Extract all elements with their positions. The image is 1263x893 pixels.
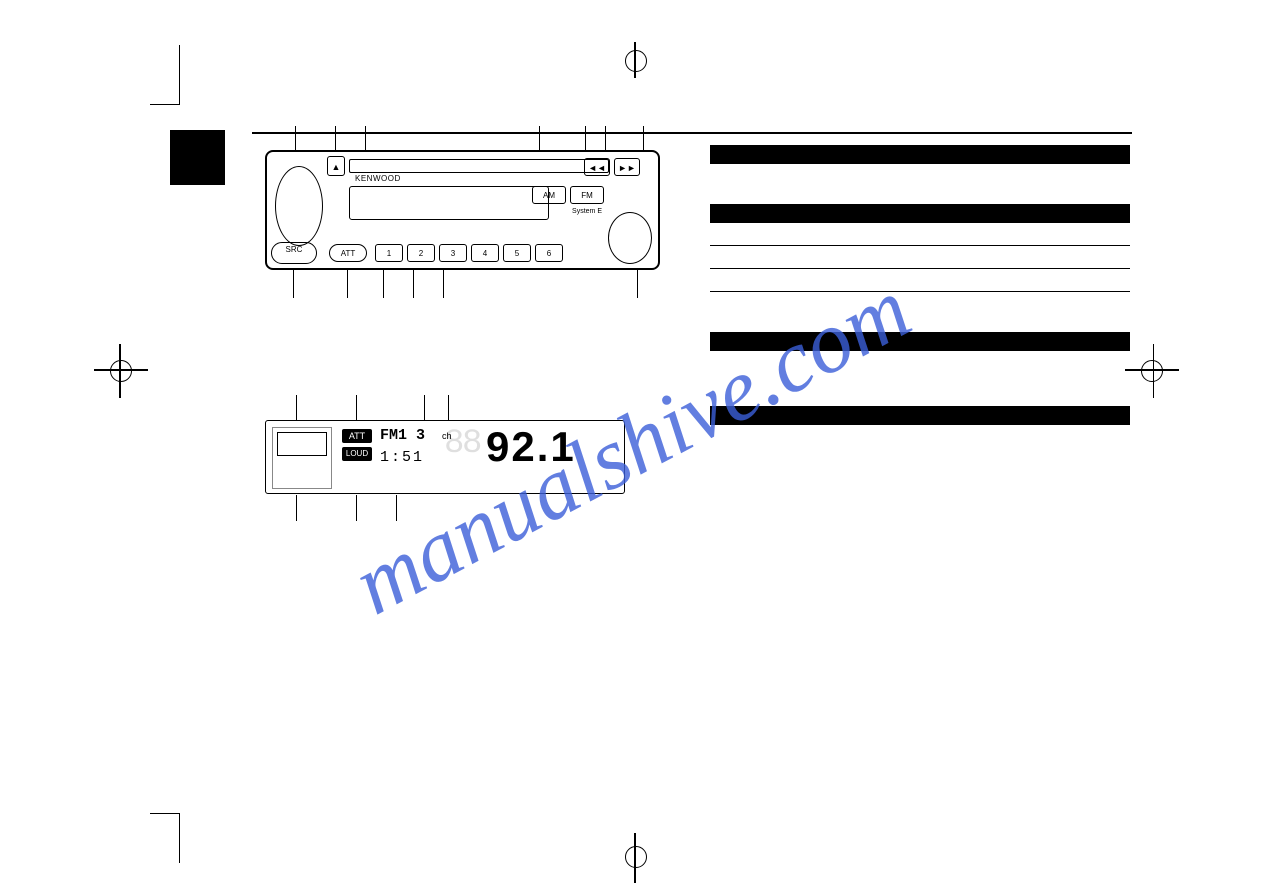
heading-bar — [710, 332, 1130, 351]
heading-bar — [710, 204, 1130, 223]
heading-bar — [710, 145, 1130, 164]
att-button: ATT — [329, 244, 367, 262]
top-rule — [252, 132, 1132, 134]
preset-button-row: 1 2 3 4 5 6 — [375, 244, 563, 262]
radio-faceplate-diagram: KENWOOD ▲ SRC ATT 1 2 3 4 5 6 AM FM ◄◄ ►… — [265, 150, 660, 270]
am-button: AM — [532, 186, 566, 204]
preset-5: 5 — [503, 244, 531, 262]
brand-label: KENWOOD — [355, 174, 401, 183]
heading-bar — [710, 406, 1130, 425]
row-rule — [710, 245, 1130, 246]
frequency-readout: 92.1 — [486, 423, 576, 471]
system-label: System E — [572, 208, 602, 215]
fm-button: FM — [570, 186, 604, 204]
section-block-3 — [710, 332, 1130, 351]
manual-page: KENWOOD ▲ SRC ATT 1 2 3 4 5 6 AM FM ◄◄ ►… — [170, 130, 1130, 770]
seek-buttons: ◄◄ ►► — [584, 158, 640, 176]
row-rule — [710, 268, 1130, 269]
section-block-1 — [710, 145, 1130, 164]
preset-6: 6 — [535, 244, 563, 262]
preset-4: 4 — [471, 244, 499, 262]
row-rule — [710, 291, 1130, 292]
lcd-status-icon — [272, 427, 332, 489]
band-readout: FM1 3 — [380, 427, 425, 444]
volume-knob — [275, 166, 323, 246]
lcd-display-diagram: ATT LOUD FM1 3 ch 1:51 92.1 — [265, 420, 625, 494]
seek-prev-icon: ◄◄ — [584, 158, 610, 176]
preset-3: 3 — [439, 244, 467, 262]
right-column — [710, 145, 1130, 465]
section-block-2 — [710, 204, 1130, 292]
display-window — [349, 186, 549, 220]
section-block-4 — [710, 406, 1130, 425]
d-knob — [608, 212, 652, 264]
eject-button: ▲ — [327, 156, 345, 176]
preset-1: 1 — [375, 244, 403, 262]
loud-badge: LOUD — [342, 447, 372, 461]
src-button: SRC — [271, 242, 317, 264]
seek-next-icon: ►► — [614, 158, 640, 176]
section-marker — [170, 130, 225, 185]
att-badge: ATT — [342, 429, 372, 443]
preset-2: 2 — [407, 244, 435, 262]
ghost-segments — [444, 425, 478, 465]
clock-readout: 1:51 — [380, 449, 424, 466]
cd-slot — [349, 159, 609, 173]
left-column: KENWOOD ▲ SRC ATT 1 2 3 4 5 6 AM FM ◄◄ ►… — [265, 150, 665, 494]
